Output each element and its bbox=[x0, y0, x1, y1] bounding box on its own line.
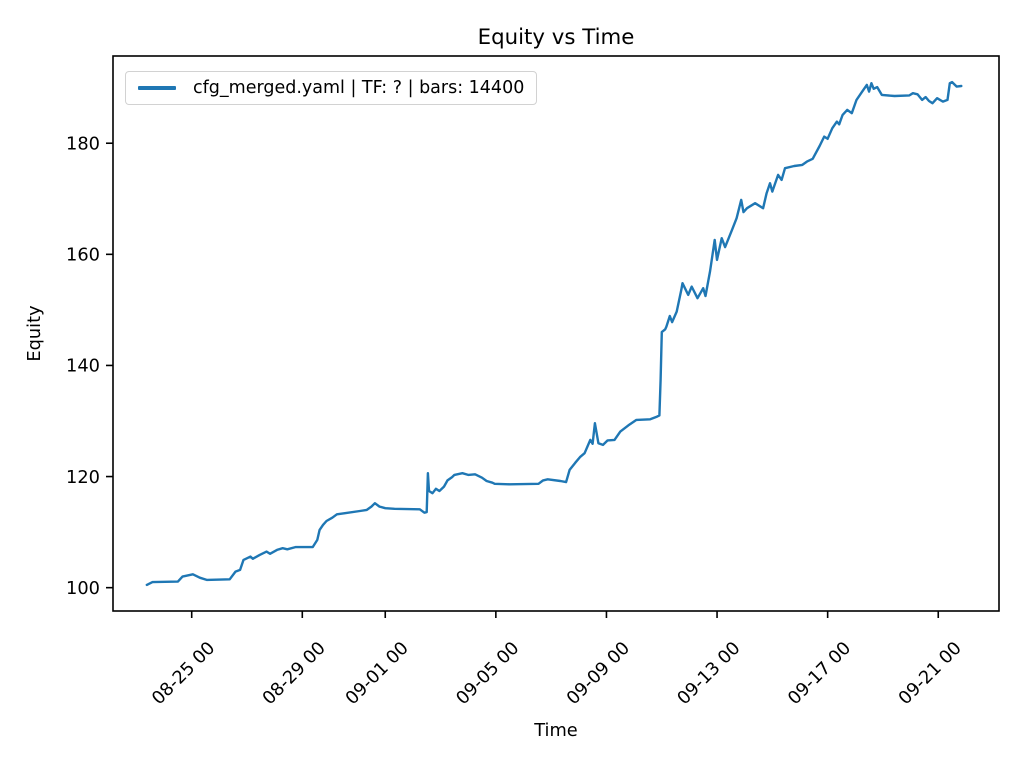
legend-line-swatch bbox=[138, 86, 176, 90]
y-tick-label: 140 bbox=[66, 356, 100, 377]
series-lines bbox=[145, 80, 963, 587]
chart-title: Equity vs Time bbox=[478, 25, 635, 50]
axis-ticks: 08-25 00 08-29 00 09-01 00 09-05 00 09-09 00… bbox=[66, 133, 966, 709]
series-line bbox=[145, 80, 963, 587]
x-tick-label: 09-05 00 bbox=[452, 638, 523, 709]
y-tick-label: 120 bbox=[66, 467, 100, 488]
x-tick-label: 09-21 00 bbox=[894, 638, 965, 709]
y-axis-label: Equity bbox=[24, 305, 45, 361]
x-axis-label: Time bbox=[533, 720, 578, 741]
plot-border bbox=[112, 55, 1000, 612]
x-tick-label: 09-13 00 bbox=[673, 638, 744, 709]
y-tick-label: 100 bbox=[66, 578, 100, 599]
x-tick-label: 09-17 00 bbox=[784, 638, 855, 709]
x-tick-label: 08-29 00 bbox=[258, 638, 329, 709]
legend: cfg_merged.yaml | TF: ? | bars: 14400 bbox=[125, 71, 538, 105]
x-tick-label: 08-25 00 bbox=[148, 638, 219, 709]
y-tick-label: 160 bbox=[66, 245, 100, 266]
legend-label: cfg_merged.yaml | TF: ? | bars: 14400 bbox=[193, 78, 525, 98]
y-tick-label: 180 bbox=[66, 133, 100, 154]
x-tick-label: 09-01 00 bbox=[341, 638, 412, 709]
x-tick-label: 09-09 00 bbox=[563, 638, 634, 709]
